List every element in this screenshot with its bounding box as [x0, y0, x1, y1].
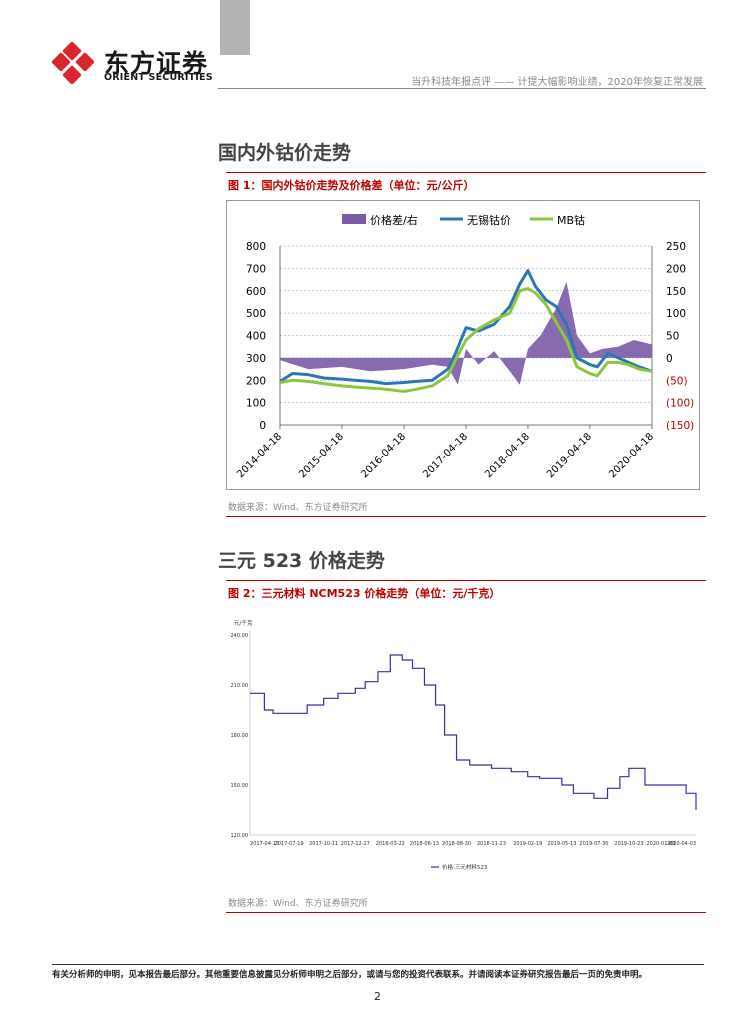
page-number: 2: [374, 990, 381, 1003]
y-tick-label: 150.00: [231, 783, 249, 789]
y-left-tick-label: 800: [246, 241, 266, 253]
ncm523-price-chart: 元/千克 120.00 150.00 180.00 210.00 240.00 2017-0…: [231, 619, 697, 871]
x-tick-label: 2018-03-22: [376, 841, 405, 847]
figure1-top-rule: [226, 172, 706, 173]
x-tick-label: 2017-04-15: [250, 841, 279, 847]
y-right-tick-label: 0: [666, 353, 673, 365]
x-tick-label: 2020-04-03: [667, 841, 696, 847]
x-tick-label: 2019-04-18: [545, 431, 594, 480]
y-left-tick-label: 200: [246, 375, 266, 387]
x-tick-label: 2016-04-18: [359, 431, 408, 480]
y-right-tick-label: 150: [666, 286, 686, 298]
y-tick-label: 210.00: [231, 683, 249, 689]
x-tick-label: 2019-10-23: [614, 841, 643, 847]
x-tick-label: 2020-04-18: [607, 431, 656, 480]
brand-name-en: ORIENT SECURITIES: [104, 72, 213, 83]
y-right-tick-label: 100: [666, 308, 686, 320]
figure1-bottom-rule: [226, 516, 706, 517]
section-heading-cobalt: 国内外钴价走势: [218, 142, 352, 164]
y-left-tick-label: 100: [246, 398, 266, 410]
legend-label-mb: MB钴: [557, 213, 585, 227]
figure1-title: 图 1：国内外钴价走势及价格差（单位：元/公斤）: [228, 179, 475, 192]
header-divider: [218, 88, 706, 89]
report-title: 当升科技年报点评 —— 计提大幅影响业绩，2020年恢复正常发展: [411, 77, 703, 88]
x-tick-label: 2015-04-18: [297, 431, 346, 480]
y-left-tick-label: 300: [246, 353, 266, 365]
series-ncm523-line: [250, 654, 697, 810]
figure2-source: 数据来源：Wind、东方证券研究所: [228, 899, 368, 909]
x-tick-label: 2017-04-18: [421, 431, 470, 480]
x-tick-label: 2019-07-30: [579, 841, 608, 847]
series-wuxi-cobalt-line: [279, 269, 653, 386]
y-axis-unit-label: 元/千克: [234, 619, 253, 627]
brand-name-cn: 东方证券: [104, 49, 209, 78]
figure2-bottom-rule: [226, 912, 706, 913]
y-tick-label: 240.00: [231, 633, 249, 639]
y-left-tick-label: 500: [246, 308, 266, 320]
figure2-title: 图 2：三元材料 NCM523 价格走势（单位：元/千克）: [228, 587, 501, 600]
y-right-tick-label: (100): [666, 398, 694, 410]
y-right-tick-label: 200: [666, 263, 686, 275]
x-tick-label: 2014-04-18: [235, 431, 284, 480]
legend-label-price-diff: 价格差/右: [370, 213, 418, 227]
series-mb-cobalt-line: [279, 287, 653, 393]
y-left-tick-label: 0: [259, 420, 266, 432]
x-tick-label: 2019-05-13: [547, 841, 576, 847]
legend-label-wuxi: 无锡钴价: [467, 213, 511, 227]
page-header: 东方证券 ORIENT SECURITIES 当升科技年报点评 —— 计提大幅影…: [0, 0, 755, 95]
y-right-tick-label: (50): [666, 375, 688, 387]
y-left-tick-label: 700: [246, 263, 266, 275]
figure2-top-rule: [226, 580, 706, 581]
figure1-source: 数据来源：Wind、东方证券研究所: [228, 503, 368, 513]
y-left-tick-label: 400: [246, 331, 266, 343]
x-tick-label: 2018-06-13: [410, 841, 439, 847]
legend-swatch-price-diff: [342, 214, 366, 224]
x-tick-label: 2017-12-27: [341, 841, 370, 847]
x-tick-label: 2018-08-30: [442, 841, 471, 847]
y-tick-label: 180.00: [231, 733, 249, 739]
x-tick-label: 2019-02-19: [513, 841, 542, 847]
footer-disclaimer: 有关分析师的申明，见本报告最后部分。其他重要信息披露见分析师申明之后部分，或请与…: [52, 970, 648, 980]
figure1-chart: 0 100 200 300 400 500 600 700 800 250 200 150 100 50 0…: [226, 200, 700, 490]
x-tick-label: 2017-10-11: [309, 841, 338, 847]
x-tick-label: 2018-04-18: [483, 431, 532, 480]
y-right-tick-label: 50: [666, 331, 679, 343]
x-tick-label: 2018-11-23: [477, 841, 506, 847]
figure2-chart: 元/千克 120.00 150.00 180.00 210.00 240.00 2017-0…: [226, 605, 700, 890]
x-tick-label: 2017-07-19: [275, 841, 304, 847]
section-heading-ncm523: 三元 523 价格走势: [218, 550, 385, 572]
y-right-tick-label: 250: [666, 241, 686, 253]
series-price-diff-area: [280, 281, 652, 385]
y-right-tick-label: (150): [666, 420, 694, 432]
x-tick-label: 2020-01-09: [646, 841, 675, 847]
header-gray-block: [220, 0, 250, 55]
footer-divider: [52, 964, 704, 965]
orient-securities-logo-icon: [52, 42, 94, 84]
legend-label-ncm523: 价格:三元材料523: [442, 863, 488, 871]
y-tick-label: 120.00: [231, 833, 249, 839]
y-left-tick-label: 600: [246, 286, 266, 298]
